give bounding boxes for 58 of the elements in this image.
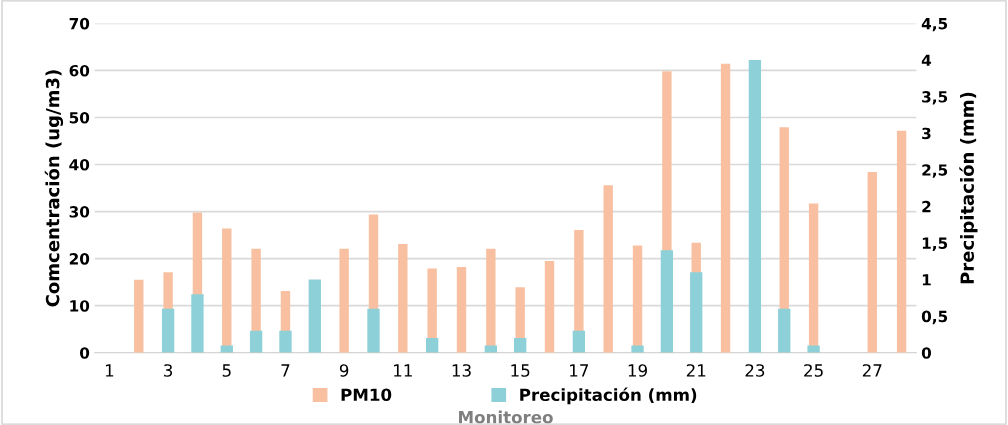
- x-tick-label: 25: [804, 364, 823, 377]
- y2-tick-label: 4,5: [921, 18, 948, 32]
- bar: [367, 308, 380, 353]
- bar: [896, 130, 907, 353]
- x-tick-label: 27: [862, 364, 882, 377]
- bar: [867, 172, 877, 353]
- y-tick-label: 30: [69, 206, 90, 218]
- bar: [249, 330, 263, 353]
- bar: [456, 267, 467, 353]
- y2-tick-label: 2,5: [922, 164, 948, 178]
- bar: [514, 338, 527, 353]
- y-tick-label: 20: [69, 253, 90, 265]
- bar: [426, 338, 439, 353]
- bar: [339, 248, 349, 353]
- bar: [484, 345, 497, 353]
- y2-tick-label: 1: [922, 274, 931, 286]
- y-tick-label: 40: [69, 159, 90, 171]
- bar: [807, 345, 820, 353]
- bar: [220, 345, 233, 353]
- bar: [544, 261, 555, 353]
- bar: [748, 59, 762, 353]
- y-axis-title: Comcentración (ug/m3): [44, 70, 64, 307]
- x-tick-label: 9: [339, 364, 349, 377]
- x-tick-label: 23: [745, 364, 765, 377]
- y2-tick-label: 3,5: [922, 91, 948, 105]
- x-axis-title: Monitoreo: [459, 410, 553, 424]
- bar: [778, 308, 791, 353]
- bar: [720, 63, 731, 353]
- bar: [572, 330, 586, 353]
- y2-tick-label: 0: [921, 347, 932, 359]
- y2-tick-label: 0,5: [921, 310, 948, 325]
- bar: [308, 279, 321, 353]
- bar: [134, 279, 144, 353]
- x-tick-label: 1: [105, 364, 114, 377]
- y-tick-label: 60: [69, 64, 90, 77]
- y2-axis-title: Precipitación (mm): [959, 92, 978, 284]
- x-tick-label: 21: [686, 364, 706, 377]
- y2-tick-label: 3: [922, 127, 931, 140]
- x-tick-label: 3: [164, 364, 173, 377]
- y-tick-label: 50: [69, 111, 90, 124]
- x-tick-label: 19: [628, 364, 647, 377]
- bar: [398, 244, 408, 353]
- x-tick-label: 13: [452, 364, 471, 377]
- y-tick-label: 0: [79, 347, 90, 359]
- y-tick-label: 70: [69, 17, 90, 30]
- x-tick-label: 11: [394, 364, 412, 377]
- x-tick-label: 15: [511, 364, 530, 377]
- y2-tick-label: 1,5: [922, 237, 948, 251]
- y2-tick-label: 2: [922, 200, 931, 213]
- legend-label: PM10: [341, 388, 392, 402]
- x-tick-label: 7: [281, 364, 290, 377]
- y2-tick-label: 4: [921, 54, 932, 66]
- x-tick-label: 5: [222, 364, 231, 377]
- bar: [603, 185, 613, 353]
- legend-label: Precipitación (mm): [520, 387, 697, 405]
- y-tick-label: 10: [70, 300, 90, 312]
- x-tick-label: 17: [570, 364, 589, 377]
- bar: [631, 345, 644, 353]
